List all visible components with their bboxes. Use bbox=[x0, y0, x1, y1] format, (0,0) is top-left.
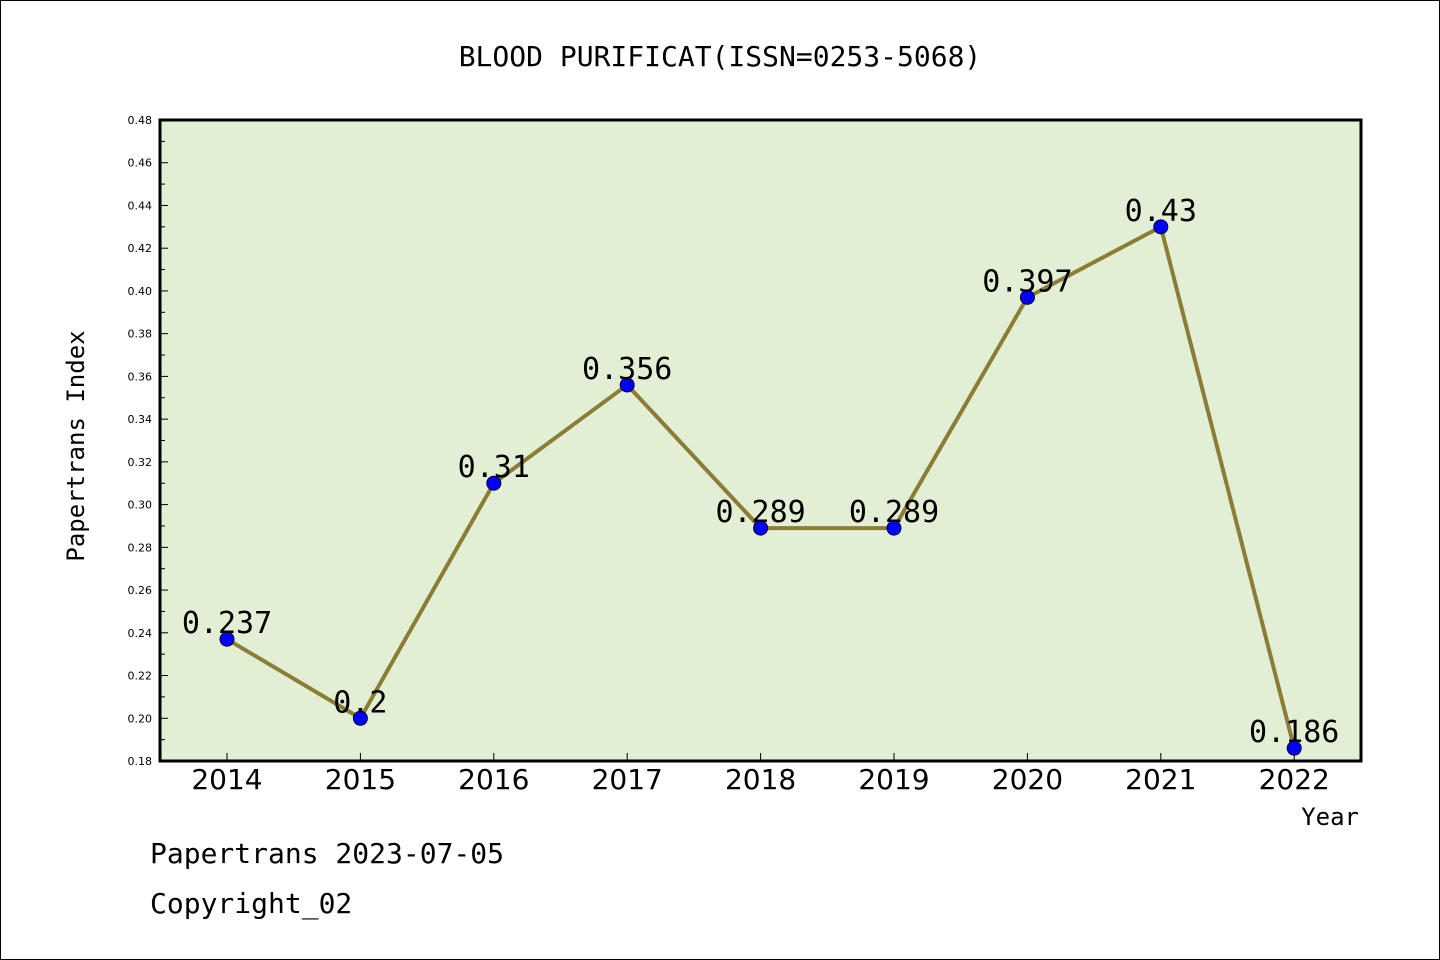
y-axis-label: Papertrans Index bbox=[62, 330, 90, 561]
data-label: 0.397 bbox=[982, 264, 1072, 299]
y-tick-label: 0.26 bbox=[128, 584, 153, 597]
x-tick-label: 2015 bbox=[325, 763, 396, 796]
data-label: 0.289 bbox=[715, 495, 805, 530]
data-labels: 0.237 0.2 0.31 0.356 0.289 0.289 0.397 0.43 0.18… bbox=[182, 194, 1340, 750]
y-axis: 0.18 0.20 0.22 0.24 0.26 0.28 0.30 0.32 0.34 0.36… bbox=[128, 114, 168, 768]
y-tick-label: 0.18 bbox=[128, 755, 153, 768]
x-tick-label: 2022 bbox=[1259, 763, 1330, 796]
series-line-group bbox=[219, 219, 1302, 756]
data-point bbox=[1153, 219, 1169, 235]
x-tick-label: 2017 bbox=[592, 763, 663, 796]
data-point bbox=[352, 710, 368, 726]
x-axis: 2014 2015 2016 2017 2018 2019 2020 2021 2022 bbox=[191, 753, 1330, 796]
data-label: 0.31 bbox=[458, 450, 530, 485]
x-tick-label: 2020 bbox=[992, 763, 1063, 796]
y-tick-label: 0.20 bbox=[128, 712, 153, 725]
data-label: 0.2 bbox=[333, 685, 387, 720]
data-point bbox=[619, 377, 635, 393]
y-tick-label: 0.24 bbox=[128, 627, 153, 640]
data-point bbox=[753, 520, 769, 536]
data-label: 0.43 bbox=[1125, 194, 1197, 229]
y-tick-label: 0.32 bbox=[128, 456, 153, 469]
x-tick-label: 2019 bbox=[858, 763, 929, 796]
y-tick-label: 0.22 bbox=[128, 670, 153, 683]
x-tick-label: 2018 bbox=[725, 763, 796, 796]
y-tick-label: 0.28 bbox=[128, 541, 153, 554]
y-tick-label: 0.42 bbox=[128, 242, 153, 255]
y-tick-label: 0.46 bbox=[128, 157, 153, 170]
footer-date: Papertrans 2023-07-05 bbox=[150, 837, 504, 870]
x-tick-label: 2014 bbox=[191, 763, 262, 796]
data-label: 0.356 bbox=[582, 352, 672, 387]
y-tick-label: 0.38 bbox=[128, 328, 153, 341]
chart-title: BLOOD PURIFICAT(ISSN=0253-5068) bbox=[459, 40, 982, 73]
x-tick-label: 2016 bbox=[458, 763, 529, 796]
y-tick-label: 0.48 bbox=[128, 114, 153, 127]
y-tick-label: 0.40 bbox=[128, 285, 153, 298]
data-label: 0.237 bbox=[182, 606, 272, 641]
x-tick-label: 2021 bbox=[1125, 763, 1196, 796]
data-point bbox=[1019, 289, 1035, 305]
data-point bbox=[219, 631, 235, 647]
y-tick-label: 0.30 bbox=[128, 499, 153, 512]
footer-copyright: Copyright_02 bbox=[150, 887, 352, 921]
data-point bbox=[1286, 740, 1302, 756]
y-tick-label: 0.44 bbox=[128, 199, 153, 212]
x-axis-label: Year bbox=[1301, 803, 1359, 831]
y-tick-label: 0.36 bbox=[128, 370, 153, 383]
data-label: 0.289 bbox=[849, 495, 939, 530]
data-point bbox=[486, 475, 502, 491]
data-label: 0.186 bbox=[1249, 715, 1339, 750]
y-tick-label: 0.34 bbox=[128, 413, 153, 426]
data-point bbox=[886, 520, 902, 536]
